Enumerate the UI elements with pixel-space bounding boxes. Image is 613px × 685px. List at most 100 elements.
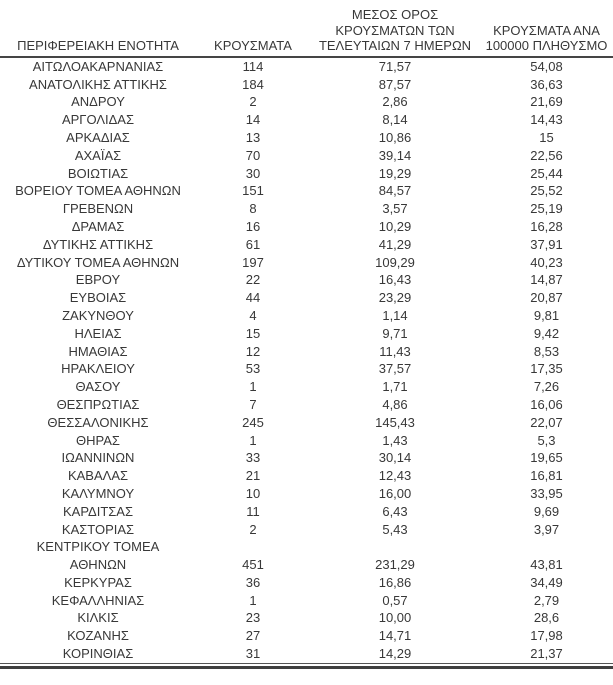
cell-avg-7-days: 3,57: [382, 201, 408, 217]
cell-avg-7-days: 14,29: [378, 646, 412, 662]
cell-region-unit: ΒΟΡΕΙΟΥ ΤΟΜΕΑ ΑΘΗΝΩΝ: [15, 183, 181, 199]
cell-per-100k: 25,52: [530, 183, 563, 199]
cell-per-100k: 14,87: [530, 272, 563, 288]
cell-cases: 23: [245, 610, 261, 626]
table-row: ΘΕΣΠΡΩΤΙΑΣ 7 4,86 16,06: [0, 396, 613, 414]
cell-avg-7-days: 1,14: [382, 307, 408, 323]
table-row: ΔΡΑΜΑΣ 16 10,29 16,28: [0, 218, 613, 236]
column-header-line: ΚΡΟΥΣΜΑΤΑ: [214, 38, 292, 54]
cell-avg-7-days: 16,43: [378, 272, 412, 288]
table-bottom-rule: [0, 662, 613, 669]
cell-per-100k: 15: [539, 129, 554, 145]
cell-avg-7-days: 0,57: [382, 592, 408, 608]
cell-region-unit: ΑΝΑΤΟΛΙΚΗΣ ΑΤΤΙΚΗΣ: [29, 76, 167, 92]
table-row: ΑΡΚΑΔΙΑΣ 13 10,86 15: [0, 129, 613, 147]
cell-cases: 114: [242, 58, 264, 74]
table-row: ΚΟΡΙΝΘΙΑΣ 31 14,29 21,37: [0, 645, 613, 663]
cell-avg-7-days: 231,29: [375, 557, 415, 573]
cell-cases: 30: [245, 165, 261, 181]
cell-avg-7-days: 84,57: [378, 183, 412, 199]
table-row: ΘΑΣΟΥ 1 1,71 7,26: [0, 378, 613, 396]
column-header-line: 100000 ΠΛΗΘΥΣΜΟ: [485, 38, 608, 54]
cell-cases: 11: [246, 503, 260, 519]
cell-cases: 197: [242, 254, 264, 270]
table-row: ΗΛΕΙΑΣ 15 9,71 9,42: [0, 325, 613, 343]
cell-cases: 1: [249, 379, 257, 395]
table-row: ΘΕΣΣΑΛΟΝΙΚΗΣ 245 145,43 22,07: [0, 414, 613, 432]
cell-avg-7-days: 30,14: [378, 450, 412, 466]
cell-region-unit: ΘΕΣΠΡΩΤΙΑΣ: [56, 396, 140, 412]
column-header-line: ΤΕΛΕΥΤΑΙΩΝ 7 ΗΜΕΡΩΝ: [318, 38, 472, 54]
cell-avg-7-days: 16,00: [378, 485, 412, 501]
cell-avg-7-days: 145,43: [375, 414, 415, 430]
table-row: ΚΑΡΔΙΤΣΑΣ 11 6,43 9,69: [0, 503, 613, 521]
cell-cases: 451: [242, 557, 264, 573]
cell-cases: 44: [245, 290, 261, 306]
cell-region-unit: ΗΡΑΚΛΕΙΟΥ: [61, 361, 135, 377]
table-row: ΚΕΝΤΡΙΚΟΥ ΤΟΜΕΑ ΑΘΗΝΩΝ 451 231,29 43,81: [0, 538, 613, 574]
cell-cases: 184: [242, 76, 264, 92]
table-row: ΕΥΒΟΙΑΣ 44 23,29 20,87: [0, 289, 613, 307]
cell-per-100k: 17,35: [530, 361, 563, 377]
cell-avg-7-days: 10,29: [378, 218, 412, 234]
cell-region-unit: ΑΙΤΩΛΟΑΚΑΡΝΑΝΙΑΣ: [32, 58, 164, 74]
cell-per-100k: 16,81: [530, 468, 563, 484]
cell-region-unit: ΕΥΒΟΙΑΣ: [69, 290, 127, 306]
cell-per-100k: 22,56: [530, 147, 563, 163]
table-row: ΚΕΦΑΛΛΗΝΙΑΣ 1 0,57 2,79: [0, 592, 613, 610]
cell-cases: 31: [245, 646, 261, 662]
cell-avg-7-days: 11,43: [379, 343, 411, 359]
cell-cases: 22: [245, 272, 261, 288]
cell-avg-7-days: 19,29: [378, 165, 412, 181]
cell-region-unit: ΘΕΣΣΑΛΟΝΙΚΗΣ: [47, 414, 149, 430]
cell-region-unit: ΔΥΤΙΚΗΣ ΑΤΤΙΚΗΣ: [42, 236, 154, 252]
cell-region-unit: ΚΙΛΚΙΣ: [77, 610, 119, 626]
cell-per-100k: 21,69: [530, 94, 563, 110]
cell-avg-7-days: 10,00: [378, 610, 412, 626]
table-row: ΙΩΑΝΝΙΝΩΝ 33 30,14 19,65: [0, 449, 613, 467]
cell-per-100k: 5,3: [537, 432, 556, 448]
cell-region-unit: ΘΑΣΟΥ: [75, 379, 121, 395]
cell-per-100k: 25,44: [530, 165, 563, 181]
cell-per-100k: 40,23: [530, 254, 563, 270]
cell-per-100k: 8,53: [533, 343, 560, 359]
cell-per-100k: 16,06: [530, 396, 563, 412]
table-row: ΚΑΒΑΛΑΣ 21 12,43 16,81: [0, 467, 613, 485]
cell-per-100k: 7,26: [533, 379, 560, 395]
column-header-avg-cases-7-days: ΜΕΣΟΣ ΟΡΟΣ ΚΡΟΥΣΜΑΤΩΝ ΤΩΝ ΤΕΛΕΥΤΑΙΩΝ 7 ΗΜΕ…: [310, 7, 480, 58]
cell-per-100k: 9,42: [533, 325, 560, 341]
cell-cases: 21: [245, 468, 261, 484]
cell-cases: 8: [249, 201, 257, 217]
cell-region-unit: ΚΟΡΙΝΘΙΑΣ: [62, 646, 134, 662]
cell-region-unit: ΗΛΕΙΑΣ: [74, 325, 122, 341]
table-header: ΠΕΡΙΦΕΡΕΙΑΚΗ ΕΝΟΤΗΤΑ ΚΡΟΥΣΜΑΤΑ ΜΕΣΟΣ ΟΡΟΣ Κ…: [0, 7, 613, 58]
cell-cases: 27: [245, 628, 261, 644]
table-row: ΗΜΑΘΙΑΣ 12 11,43 8,53: [0, 343, 613, 361]
cell-region-unit: ΔΡΑΜΑΣ: [71, 218, 125, 234]
cell-per-100k: 28,6: [533, 610, 560, 626]
cell-avg-7-days: 23,29: [378, 290, 412, 306]
header-row: ΠΕΡΙΦΕΡΕΙΑΚΗ ΕΝΟΤΗΤΑ ΚΡΟΥΣΜΑΤΑ ΜΕΣΟΣ ΟΡΟΣ Κ…: [0, 7, 613, 58]
cell-per-100k: 14,43: [530, 112, 563, 128]
cell-region-unit: ΚΕΦΑΛΛΗΝΙΑΣ: [51, 592, 145, 608]
cell-avg-7-days: 14,71: [378, 628, 412, 644]
cell-cases: 15: [245, 325, 261, 341]
cell-avg-7-days: 10,86: [378, 129, 412, 145]
column-header-line: ΜΕΣΟΣ ΟΡΟΣ: [351, 7, 439, 22]
report-page: ΠΕΡΙΦΕΡΕΙΑΚΗ ΕΝΟΤΗΤΑ ΚΡΟΥΣΜΑΤΑ ΜΕΣΟΣ ΟΡΟΣ Κ…: [0, 7, 613, 669]
cell-cases: 10: [245, 485, 261, 501]
cell-region-unit: ΕΒΡΟΥ: [75, 272, 121, 288]
table-row: ΒΟΙΩΤΙΑΣ 30 19,29 25,44: [0, 165, 613, 183]
cell-region-unit: ΚΕΡΚΥΡΑΣ: [64, 574, 132, 590]
cell-avg-7-days: 41,29: [378, 236, 412, 252]
cell-avg-7-days: 16,86: [378, 574, 412, 590]
cell-region-unit: ΔΥΤΙΚΟΥ ΤΟΜΕΑ ΑΘΗΝΩΝ: [16, 254, 180, 270]
cell-per-100k: 36,63: [530, 76, 563, 92]
cell-region-unit: ΚΑΡΔΙΤΣΑΣ: [62, 503, 134, 519]
table-row: ΔΥΤΙΚΟΥ ΤΟΜΕΑ ΑΘΗΝΩΝ 197 109,29 40,23: [0, 254, 613, 272]
table-row: ΗΡΑΚΛΕΙΟΥ 53 37,57 17,35: [0, 360, 613, 378]
cell-region-unit: ΚΑΣΤΟΡΙΑΣ: [61, 521, 135, 537]
cell-cases: 1: [249, 432, 257, 448]
cell-cases: 2: [249, 521, 257, 537]
cell-avg-7-days: 12,43: [378, 468, 412, 484]
